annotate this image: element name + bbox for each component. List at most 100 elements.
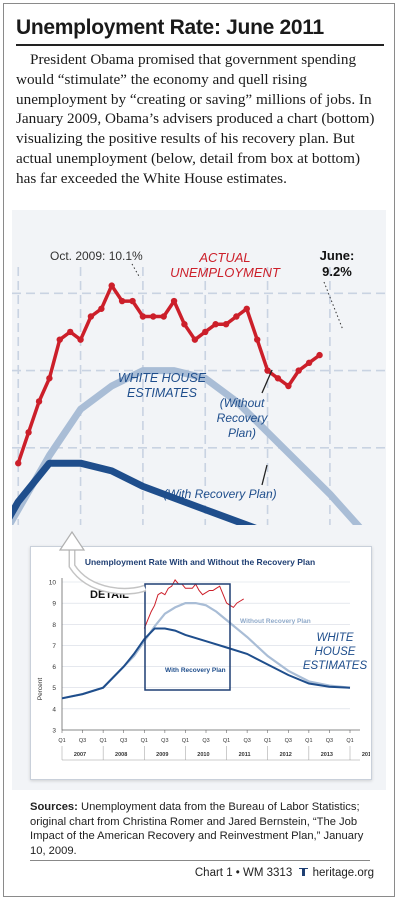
detail-actual-point xyxy=(129,297,136,305)
chart-id: Chart 1 • WM 3313 xyxy=(194,867,293,879)
detail-series-without-plan xyxy=(12,367,363,525)
inset-xtick-quarter: Q3 xyxy=(120,738,127,744)
detail-actual-point xyxy=(118,297,126,305)
actual-label-line1: ACTUAL xyxy=(198,250,250,265)
detail-actual-point xyxy=(98,305,105,312)
detail-chart: Oct. 2009: 10.1% ACTUAL UNEMPLOYMENT Jun… xyxy=(12,248,386,525)
chart-frame xyxy=(3,3,395,897)
detail-actual-point xyxy=(305,359,313,367)
detail-actual-point xyxy=(35,398,43,405)
wh-label-line2: ESTIMATES xyxy=(127,386,198,400)
site-logo-text: heritage.org xyxy=(312,867,374,879)
detail-actual-point xyxy=(264,367,271,374)
inset-ytick-label: 6 xyxy=(52,664,56,671)
sources-note: Sources: Unemployment data from the Bure… xyxy=(30,800,370,858)
inset-title: Unemployment Rate With and Without the R… xyxy=(85,557,315,567)
inset-xtick-year: 2011 xyxy=(239,752,251,758)
detail-actual-point xyxy=(77,336,84,343)
june-callout-leader xyxy=(323,281,344,331)
inset-xtick-quarter: Q1 xyxy=(346,738,353,744)
june-label-line1: June: xyxy=(320,248,355,263)
june-label-line2: 9.2% xyxy=(322,264,352,279)
detail-actual-point xyxy=(285,382,292,390)
inset-xtick-quarter: Q3 xyxy=(243,738,250,744)
inset-ytick-label: 3 xyxy=(52,728,56,735)
inset-xtick-quarter: Q3 xyxy=(285,738,292,744)
inset-xtick-quarter: Q1 xyxy=(264,738,271,744)
detail-labels: Oct. 2009: 10.1% ACTUAL UNEMPLOYMENT Jun… xyxy=(50,248,354,501)
detail-actual-point xyxy=(254,336,261,343)
wh-label-line1: WHITE HOUSE xyxy=(118,371,207,385)
inset-xtick-quarter: Q3 xyxy=(326,738,333,744)
detail-actual-point xyxy=(170,297,178,305)
inset-lines xyxy=(61,579,351,700)
detail-actual-point xyxy=(191,336,199,343)
zoom-arrow-icon xyxy=(58,530,147,595)
actual-label-line2: UNEMPLOYMENT xyxy=(170,265,281,280)
detail-actual-point xyxy=(87,313,95,320)
inset-xtick-year: 2007 xyxy=(74,752,86,758)
detail-actual-point xyxy=(202,328,209,336)
inset-xtick-quarter: Q3 xyxy=(79,738,86,744)
detail-actual-point xyxy=(56,336,63,343)
inset-xtick-year: 2012 xyxy=(280,752,292,758)
footer: Chart 1 • WM 3313 heritage.org xyxy=(195,866,374,879)
inset-xtick-year: 2009 xyxy=(156,752,168,758)
sources-label: Sources: xyxy=(30,801,78,813)
detail-actual-point xyxy=(181,321,188,328)
without-plan-line3: Plan) xyxy=(228,426,256,440)
inset-ytick-label: 7 xyxy=(52,643,56,650)
inset-xtick-quarter: Q3 xyxy=(202,738,209,744)
without-plan-line2: Recovery xyxy=(217,411,269,425)
detail-actual-point xyxy=(243,305,250,312)
detail-actual-point xyxy=(25,429,32,436)
with-plan-leader xyxy=(261,464,268,486)
inset-xtick-quarter: Q1 xyxy=(182,738,189,744)
peak-callout-leader xyxy=(131,263,141,279)
detail-actual-point xyxy=(222,321,230,328)
inset-ytick-label: 5 xyxy=(52,685,56,692)
with-plan-label: (With Recovery Plan) xyxy=(163,487,276,501)
detail-actual-point xyxy=(67,328,74,336)
detail-actual-point xyxy=(316,351,323,359)
inset-xtick-year: 2010 xyxy=(197,752,209,758)
inset-xtick-quarter: Q1 xyxy=(141,738,148,744)
page-title: Unemployment Rate: June 2011 xyxy=(16,16,324,39)
inset-ytick-label: 8 xyxy=(52,622,56,629)
inset-xtick-year: 2013 xyxy=(321,752,333,758)
detail-actual-point xyxy=(160,313,167,320)
inset-wh-line3: ESTIMATES xyxy=(303,660,368,672)
inset-wh-line1: WHITE xyxy=(316,632,353,644)
footer-rule xyxy=(30,860,370,861)
inset-xtick-quarter: Q3 xyxy=(161,738,168,744)
inset-series-actual xyxy=(143,579,244,629)
inset-ylabel: Percent xyxy=(37,678,44,701)
detail-actual-point xyxy=(108,282,115,289)
detail-actual-point xyxy=(274,375,282,382)
sources-text: Unemployment data from the Bureau of Lab… xyxy=(30,801,364,857)
inset-xtick-quarter: Q1 xyxy=(305,738,312,744)
detail-series-with-plan xyxy=(12,459,257,525)
inset-xtick-year: 2014 xyxy=(362,752,370,758)
inset-ytick-label: 10 xyxy=(49,580,57,587)
inset-xtick-quarter: Q1 xyxy=(223,738,230,744)
liberty-bell-icon xyxy=(299,868,309,876)
inset-with-label: With Recovery Plan xyxy=(165,667,226,674)
without-plan-leader xyxy=(261,369,273,394)
detail-actual-point xyxy=(139,313,147,320)
inset-series-with-plan xyxy=(61,627,351,700)
inset-xtick-quarter: Q1 xyxy=(58,738,65,744)
detail-actual-point xyxy=(212,321,219,328)
detail-actual-point xyxy=(15,460,22,467)
detail-lines xyxy=(12,282,363,525)
detail-grid xyxy=(12,267,386,525)
detail-actual-point xyxy=(233,313,240,320)
intro-paragraph: President Obama promised that government… xyxy=(16,51,375,187)
peak-callout: Oct. 2009: 10.1% xyxy=(50,249,143,263)
inset-xtick-year: 2008 xyxy=(115,752,127,758)
inset-axes: 3 4 5 6 7 8 9 10 Q1 2007 Q3 Q1 2008 Q3 Q1 2009 Q3 Q1 2010 Q… xyxy=(49,578,370,761)
detail-box xyxy=(144,583,231,691)
inset-chart: Unemployment Rate With and Without the R… xyxy=(37,557,370,761)
without-plan-line1: (Without xyxy=(220,396,265,410)
detail-actual-point xyxy=(46,375,53,382)
